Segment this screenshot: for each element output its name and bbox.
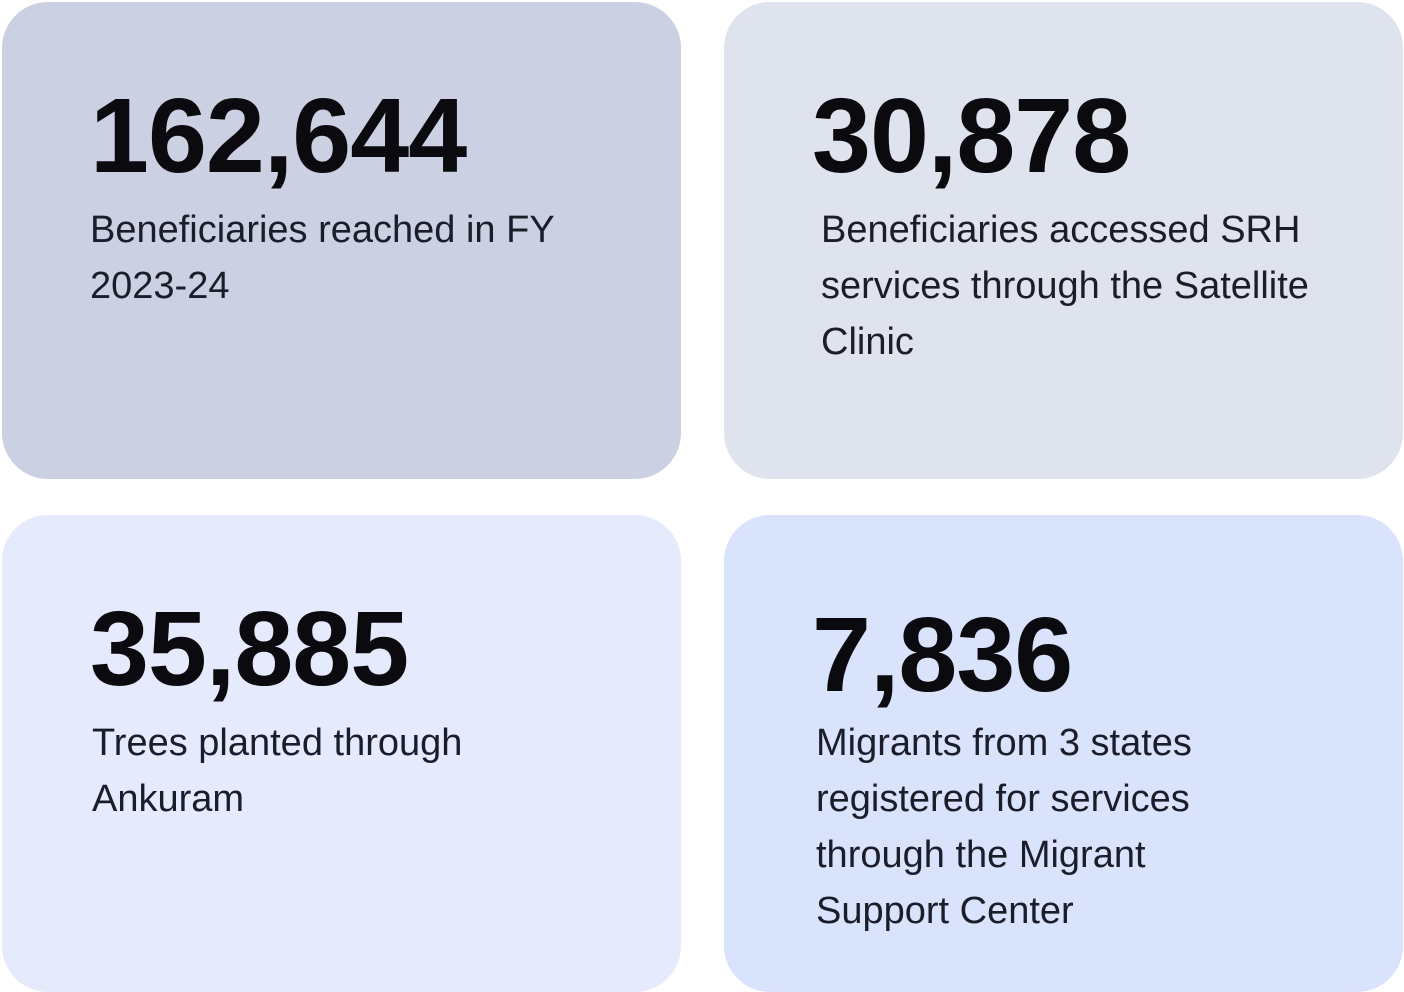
stat-label: Beneficiaries accessed SRH services thro… <box>821 209 1309 363</box>
stat-card: 35,885 Trees planted through Ankuram <box>2 515 681 992</box>
stat-value: 7,836 <box>812 596 1073 714</box>
stat-value: 162,644 <box>90 77 467 195</box>
stat-label: Beneficiaries reached in FY 2023-24 <box>90 209 554 307</box>
stat-card: 7,836 Migrants from 3 states registered f… <box>724 515 1403 992</box>
stat-card: 162,644 Beneficiaries reached in FY 2023-… <box>2 2 681 479</box>
stat-label: Trees planted through Ankuram <box>92 722 463 820</box>
stat-value: 35,885 <box>90 590 409 708</box>
stat-value: 30,878 <box>812 77 1131 195</box>
stat-label: Migrants from 3 states registered for se… <box>816 722 1192 932</box>
stat-card: 30,878 Beneficiaries accessed SRH service… <box>724 2 1403 479</box>
